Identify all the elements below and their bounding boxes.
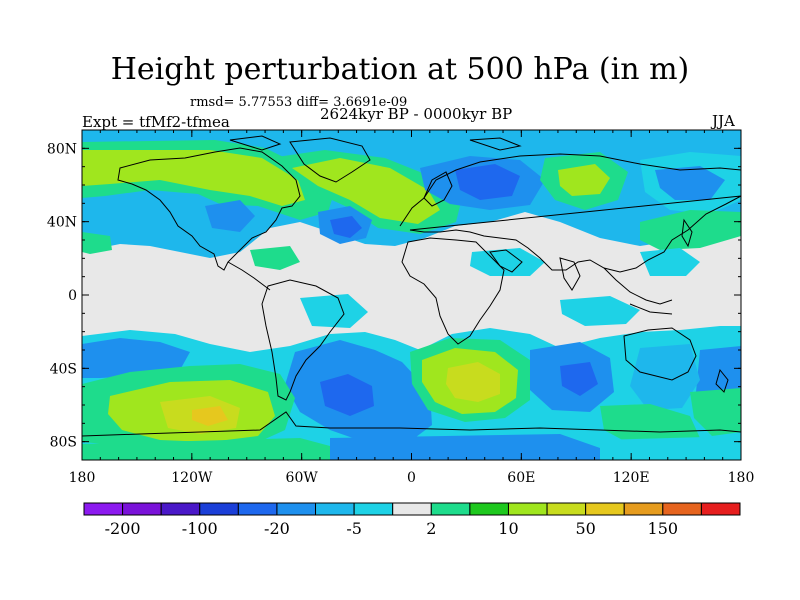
contour-antarctic-blue [330,434,600,460]
contour-na-yellowgreen [292,158,440,224]
season-label: JJA [712,112,735,130]
colorbar-swatch [122,502,162,516]
coastline-central-america [227,261,271,291]
coastline-north-america [117,147,301,271]
coastline-southeast-asia [603,267,673,315]
colorbar: -200 -100 -20 -5 2 10 50 150 [83,502,741,538]
period-label: 2624kyr BP - 0000kyr BP [320,105,513,123]
contour-pacific-blue [655,166,725,200]
contour-sa-cyan [300,294,368,328]
colorbar-swatch [353,502,394,516]
colorbar-swatch [276,502,317,516]
colorbar-label: -100 [182,519,218,538]
colorbar-swatch [585,502,625,516]
stats-line: rmsd= 5.77553 diff= 3.6691e-09 [190,95,408,110]
lon-tick-label: 120E [613,470,650,486]
coastline-africa [401,237,505,345]
coastline-scandinavia [423,171,453,207]
contour-indian-cyan [560,296,640,326]
lat-tick-label: 80S [50,435,77,451]
colorbar-swatch [237,502,278,516]
lat-tick-label: 40N [47,215,77,231]
contour-sh-yellow-africa [446,362,500,402]
colorbar-label: 50 [575,519,595,538]
coastline-south-america [261,279,345,401]
coastline-arctic-islands [229,135,522,151]
contour-antarctic-cyan [600,436,741,460]
colorbar-swatch [199,502,239,516]
colorbar-swatch [662,502,702,516]
colorbar-label: 10 [498,519,518,538]
lon-tick-label: 120W [171,470,213,486]
colorbar-label: -20 [264,519,290,538]
contour-eurasia-darkblue [455,164,520,200]
colorbar-swatch [469,502,509,516]
contour-nh-yellowgreen [82,150,305,206]
lat-tick-label: 40S [50,361,77,377]
experiment-label: Expt = tfMf2-tfmea [82,113,230,131]
contour-sh-green-se [690,388,741,436]
colorbar-swatch [160,502,201,516]
colorbar-label: 2 [426,519,436,538]
coastline-arabia [489,249,523,273]
lon-tick-label: 180 [728,470,755,486]
contour-sh-darkblue-indian [560,362,598,396]
colorbar-swatch [507,502,548,516]
contour-nam-blue [205,200,255,232]
colorbar-swatch [546,502,587,516]
contour-sh-green-sw [600,404,700,446]
contour-sh-darkblue-atlantic [320,374,374,416]
coastline-india [559,257,581,291]
map-title: Height perturbation at 500 hPa (in m) [110,52,690,87]
contour-antarctic-green [82,438,330,460]
coastlines [82,135,741,437]
contour-fills [82,130,741,460]
colorbar-label: -5 [346,519,362,538]
colorbar-swatch [83,502,124,516]
colorbar-label: -200 [105,519,141,538]
contour-tropic-green-2 [82,232,112,254]
lat-tick-label: 80N [47,141,77,157]
colorbar-label: 150 [648,519,679,538]
coastline-australia [623,327,697,381]
coastline-new-zealand [715,368,729,393]
contour-sh-orange-pacific [192,406,228,426]
lon-tick-label: 180 [69,470,96,486]
contour-atlantic-darkblue [330,216,362,238]
coastline-antarctica [82,411,741,437]
lon-tick-label: 60W [286,470,319,486]
coastline-greenland [289,137,371,183]
colorbar-swatch [623,502,664,516]
lat-tick-label: 0 [68,288,77,304]
lon-tick-label: 60E [507,470,535,486]
lon-tick-label: 0 [407,470,416,486]
contour-siberia-yellowgreen [558,164,610,196]
colorbar-swatch [392,502,432,516]
latitude-axis: 80N 40N 0 40S 80S [47,129,741,461]
contour-tropic-cyan-wpac [640,248,700,276]
contour-sh-cyan-aus [630,344,700,410]
contour-sh-blue-west [82,338,190,378]
contour-tropic-green-1 [250,246,300,270]
coastline-japan [681,218,693,248]
colorbar-swatch [315,502,355,516]
colorbar-swatch [430,502,471,516]
longitude-axis: 180 120W 60W 0 60E 120E 180 [69,130,755,486]
colorbar-swatch [700,502,741,516]
